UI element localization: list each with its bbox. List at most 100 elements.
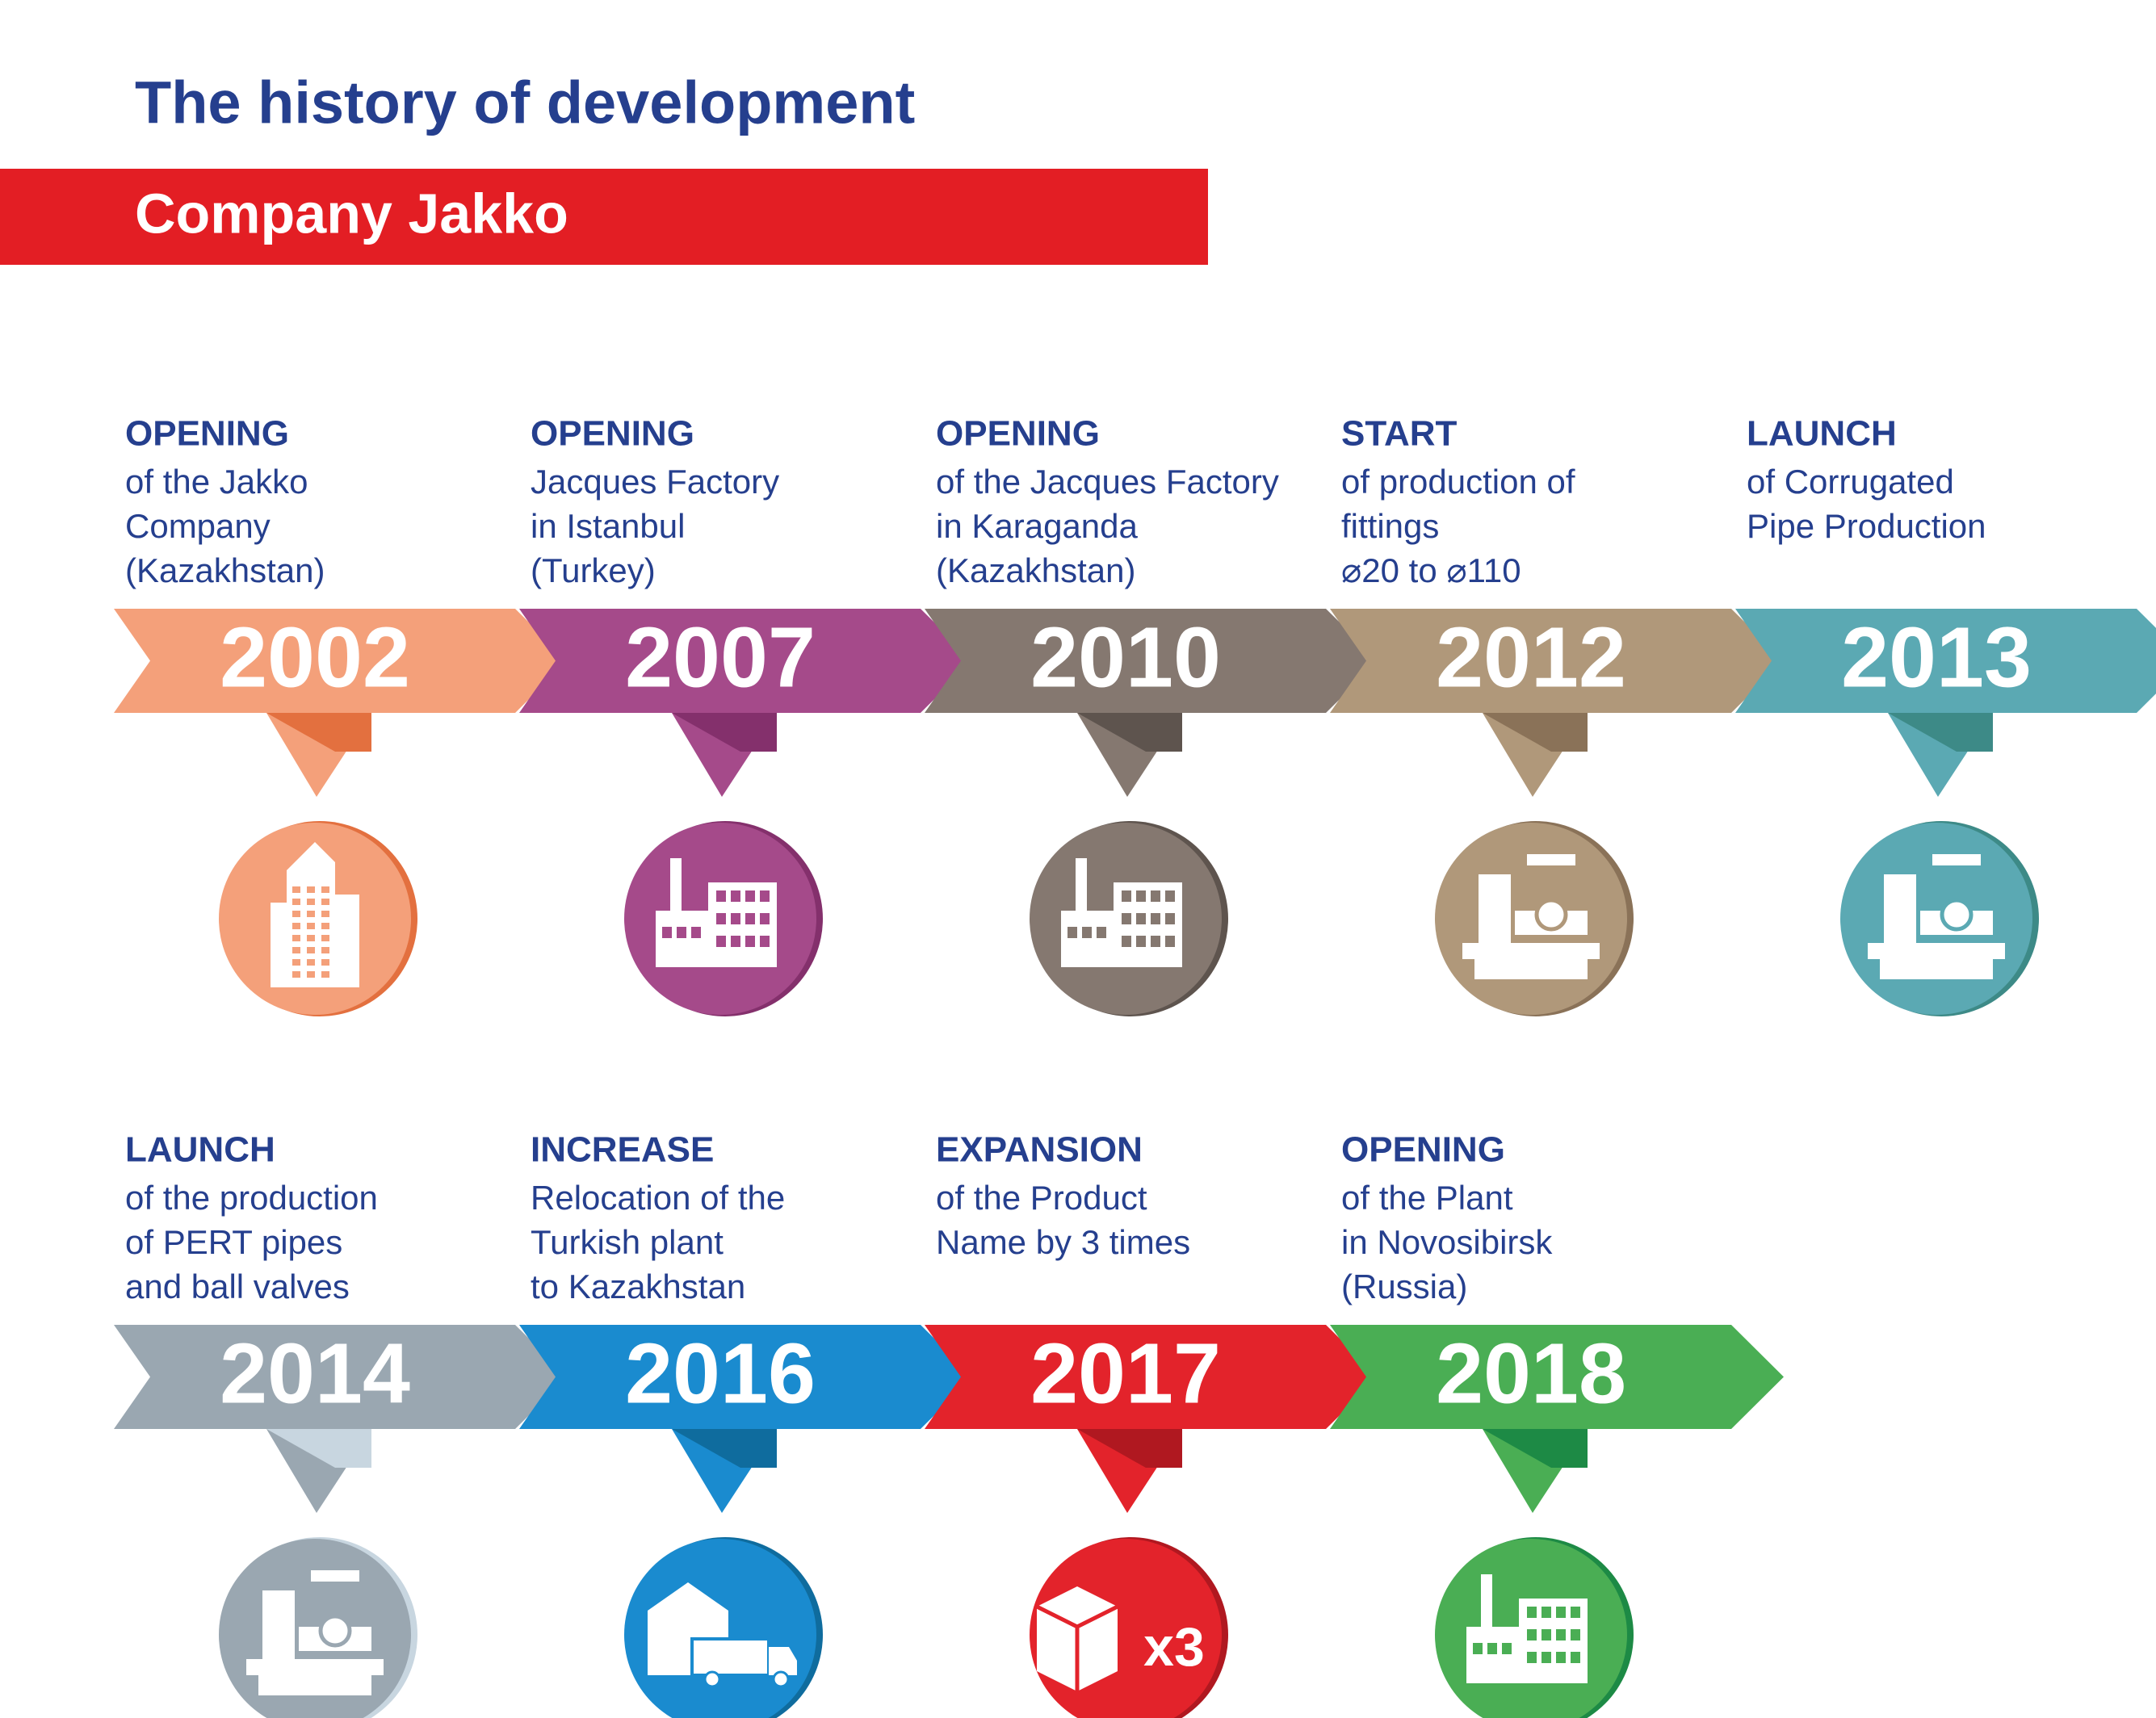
subtitle-band — [0, 169, 1208, 265]
icon — [262, 1590, 295, 1659]
icon — [1534, 898, 1568, 932]
timeline-item: LAUNCH of Corrugated Pipe Production 2013 — [1735, 414, 2156, 1016]
badge: x3 — [1143, 1616, 1205, 1678]
item-text: of the production — [125, 1179, 378, 1217]
icon-window — [1556, 1652, 1566, 1663]
icon-window — [1541, 1607, 1551, 1618]
icon-window — [1556, 1607, 1566, 1618]
icon — [246, 1659, 384, 1675]
icon-window — [745, 936, 755, 947]
timeline-item: OPENING of the Plant in Novosibirsk (Russia… — [1330, 1130, 1784, 1718]
tab-dark — [1077, 713, 1182, 752]
icon-window — [760, 936, 770, 947]
icon — [1868, 943, 2005, 959]
year: 2018 — [1436, 1326, 1626, 1422]
icon-window — [716, 936, 726, 947]
item-text: (Kazakhstan) — [125, 551, 325, 589]
icon-window — [307, 886, 315, 893]
icon-window — [321, 947, 329, 953]
icon — [311, 1570, 359, 1582]
icon-window — [1527, 1629, 1537, 1640]
icon-window — [1527, 1652, 1537, 1663]
timeline-item: INCREASE Relocation of the Turkish plant to… — [519, 1130, 973, 1718]
item-text: fittings — [1341, 507, 1439, 545]
icon-window — [1151, 936, 1160, 947]
tab-dark — [672, 1429, 777, 1468]
item-text: of Corrugated — [1747, 463, 1954, 501]
item-heading: OPENING — [125, 414, 289, 454]
icon-window — [1122, 936, 1131, 947]
timeline-item: OPENING of the Jacques Factory in Karagand… — [925, 414, 1378, 1016]
year-arrow — [925, 1325, 1378, 1429]
year-arrow — [1330, 609, 1784, 713]
icon-window — [760, 890, 770, 902]
icon-window — [292, 971, 300, 978]
item-text: (Kazakhstan) — [936, 551, 1135, 589]
item-text: Name by 3 times — [936, 1223, 1190, 1261]
icon — [690, 1637, 770, 1677]
icon — [772, 1670, 790, 1688]
icon-window — [677, 927, 686, 938]
year-arrow — [925, 609, 1378, 713]
icon-window — [307, 971, 315, 978]
item-text: of production of — [1341, 463, 1575, 501]
icon-window — [321, 923, 329, 929]
timeline-item: OPENING of the Jakko Company (Kazakhstan) 20… — [114, 414, 568, 1016]
item-text: in Istanbul — [531, 507, 685, 545]
icon-window — [1487, 1643, 1497, 1654]
icon-window — [1082, 927, 1092, 938]
icon-window — [292, 911, 300, 917]
icon-window — [1122, 913, 1131, 924]
year: 2016 — [625, 1326, 816, 1422]
icon-window — [321, 899, 329, 905]
icon-window — [745, 890, 755, 902]
icon-window — [292, 947, 300, 953]
icon-window — [760, 913, 770, 924]
icon — [258, 1675, 371, 1695]
timeline-item: OPENING Jacques Factory in Istanbul (Turkey… — [519, 414, 973, 1016]
year-arrow — [114, 609, 568, 713]
icon-window — [1165, 913, 1175, 924]
icon-window — [1571, 1652, 1580, 1663]
icon-window — [1527, 1607, 1537, 1618]
title: The history of development — [135, 69, 915, 136]
item-text: (Russia) — [1341, 1268, 1467, 1305]
year-arrow — [519, 609, 973, 713]
item-text: (Turkey) — [531, 551, 656, 589]
icon-window — [1151, 890, 1160, 902]
icon-window — [307, 923, 315, 929]
item-heading: INCREASE — [531, 1130, 714, 1170]
icon-window — [292, 899, 300, 905]
year: 2013 — [1841, 610, 2032, 706]
item-text: Turkish plant — [531, 1223, 724, 1261]
icon-window — [1541, 1652, 1551, 1663]
icon — [1932, 854, 1981, 865]
icon-window — [691, 927, 701, 938]
icon-window — [292, 959, 300, 966]
subtitle: Company Jakko — [135, 182, 568, 245]
icon-window — [321, 911, 329, 917]
timeline-item: START of production of fittings ⌀20 to ⌀110… — [1330, 414, 1784, 1016]
icon-window — [731, 890, 740, 902]
icon — [1940, 898, 1974, 932]
item-text: in Novosibirsk — [1341, 1223, 1553, 1261]
icon-window — [307, 899, 315, 905]
icon-window — [292, 935, 300, 941]
timeline-item: LAUNCH of the production of PERT pipes and … — [114, 1130, 568, 1718]
year-arrow — [1330, 1325, 1784, 1429]
item-text: Pipe Production — [1747, 507, 1986, 545]
icon-window — [307, 959, 315, 966]
icon-window — [1571, 1629, 1580, 1640]
item-text: Jacques Factory — [531, 463, 779, 501]
icon-window — [716, 913, 726, 924]
icon-window — [1097, 927, 1106, 938]
item-text: Company — [125, 507, 271, 545]
item-heading: OPENING — [1341, 1130, 1505, 1170]
item-text: ⌀20 to ⌀110 — [1341, 551, 1521, 589]
icon — [1884, 874, 1916, 943]
year: 2007 — [625, 610, 816, 706]
tab-dark — [266, 713, 371, 752]
item-heading: EXPANSION — [936, 1130, 1143, 1170]
icon-window — [731, 913, 740, 924]
